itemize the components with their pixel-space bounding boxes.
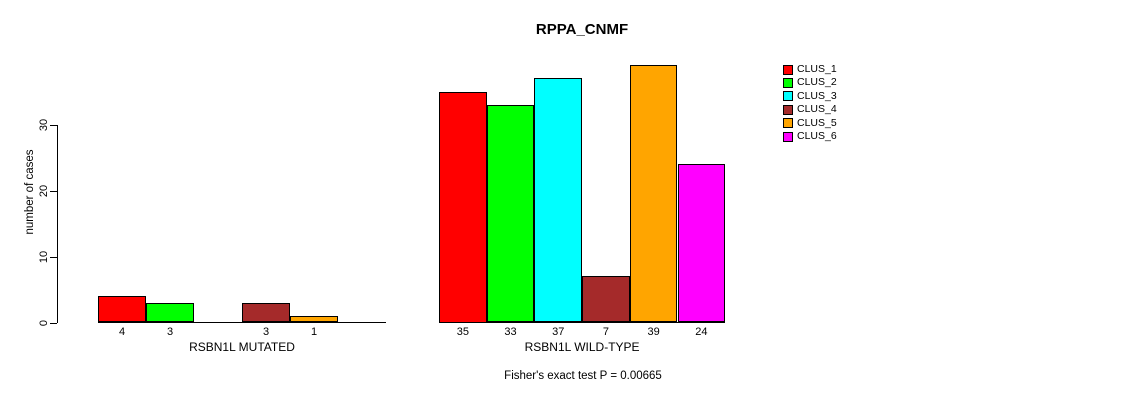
bar-clus-4-wild-type (582, 276, 630, 323)
legend-swatch-clus-4-icon (783, 104, 793, 115)
bar-clus-3-wild-type (534, 78, 583, 323)
legend: CLUS_1 CLUS_2 CLUS_3 CLUS_4 CLUS_5 CLUS_… (783, 63, 837, 143)
legend-label-clus-3: CLUS_3 (797, 89, 837, 102)
y-axis-tick (50, 190, 57, 192)
bar-value-label: 3 (262, 326, 270, 338)
bar-clus-1-mutated (98, 296, 146, 323)
bar-clus-4-mutated (242, 302, 290, 323)
y-tick-label: 30 (38, 118, 50, 131)
legend-swatch-clus-3-icon (783, 91, 793, 102)
y-axis-tick (50, 256, 57, 258)
group-baseline (439, 322, 726, 323)
bar-value-label: 35 (456, 326, 469, 338)
y-axis-label: number of cases (24, 149, 36, 235)
legend-label-clus-5: CLUS_5 (797, 116, 837, 129)
legend-item-clus-6: CLUS_6 (783, 130, 837, 143)
legend-item-clus-1: CLUS_1 (783, 63, 837, 76)
bar-value-label: 39 (647, 326, 660, 338)
y-tick-label: 10 (38, 250, 50, 263)
legend-item-clus-3: CLUS_3 (783, 90, 837, 103)
bar-clus-1-wild-type (439, 91, 487, 323)
x-axis-group-label: RSBN1L MUTATED (189, 340, 295, 354)
y-tick-label: 20 (38, 184, 50, 197)
y-axis-line (57, 124, 58, 323)
bar-value-label: 7 (602, 326, 609, 338)
legend-swatch-clus-5-icon (783, 118, 793, 129)
x-axis-group-label: RSBN1L WILD-TYPE (524, 340, 640, 354)
legend-item-clus-5: CLUS_5 (783, 117, 837, 130)
chart-title: RPPA_CNMF (535, 21, 629, 38)
bar-clus-5-wild-type (629, 65, 678, 323)
legend-swatch-clus-6-icon (783, 131, 793, 142)
bar-value-label: 33 (504, 326, 517, 338)
y-axis-tick (50, 124, 57, 126)
legend-label-clus-2: CLUS_2 (797, 76, 837, 89)
bar-clus-2-mutated (146, 302, 194, 323)
bar-value-label: 37 (552, 326, 565, 338)
group-baseline (98, 322, 386, 323)
legend-label-clus-1: CLUS_1 (797, 63, 837, 75)
bar-value-label: 4 (118, 326, 126, 338)
bar-clus-6-wild-type (677, 164, 726, 323)
legend-swatch-clus-1-icon (783, 64, 793, 75)
bar-clus-2-wild-type (486, 104, 535, 323)
fisher-test-annotation: Fisher's exact test P = 0.00665 (504, 370, 662, 382)
legend-label-clus-6: CLUS_6 (797, 129, 837, 142)
y-tick-label: 0 (38, 319, 50, 326)
legend-item-clus-2: CLUS_2 (783, 76, 837, 89)
y-axis-tick (50, 322, 57, 324)
legend-label-clus-4: CLUS_4 (797, 103, 837, 116)
bar-value-label: 3 (166, 326, 174, 338)
bar-value-label: 1 (310, 326, 318, 338)
legend-item-clus-4: CLUS_4 (783, 103, 837, 116)
bar-value-label: 24 (695, 326, 708, 338)
legend-swatch-clus-2-icon (783, 78, 793, 89)
